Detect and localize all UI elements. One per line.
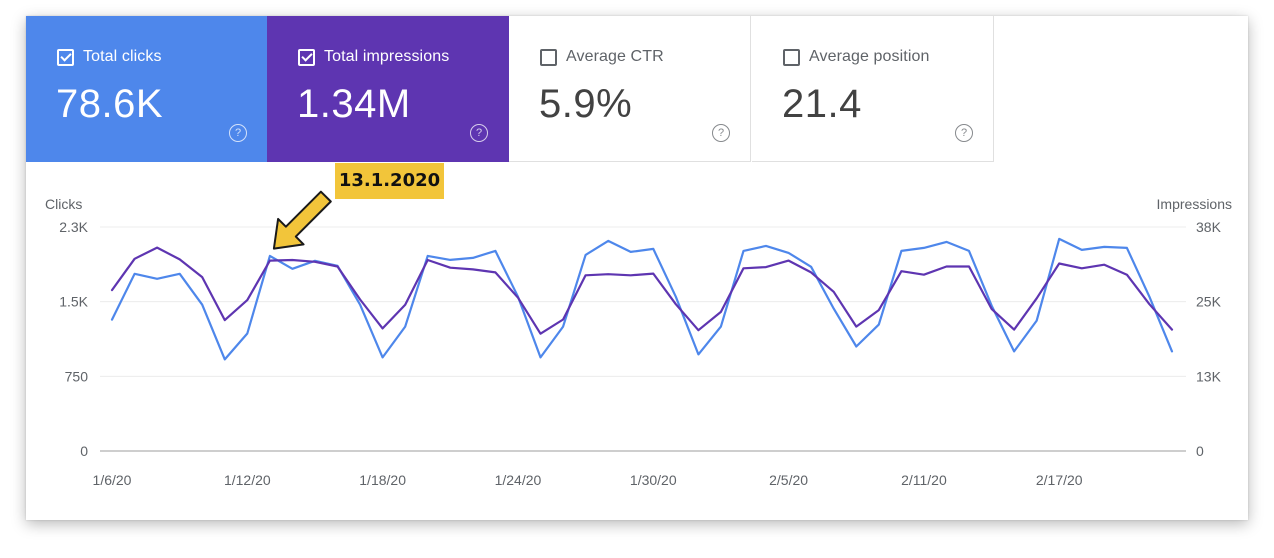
metric-tile-total-impressions[interactable]: Total impressions 1.34M ? xyxy=(267,16,509,162)
right-tick-label: 0 xyxy=(1196,443,1204,459)
metric-value: 78.6K xyxy=(56,82,164,126)
metric-label: Total clicks xyxy=(83,48,162,65)
help-icon[interactable]: ? xyxy=(470,124,488,142)
metric-tile-average-position[interactable]: Average position 21.4 ? xyxy=(752,16,994,162)
series-line-clicks xyxy=(110,237,1174,361)
performance-line-chart: 0 750 1.5K 2.3K 0 13K 25K 38K 1/6/20 1/12/20 1/18/… xyxy=(59,190,1222,488)
x-tick-label: 2/5/20 xyxy=(769,472,808,488)
x-tick-label: 2/17/20 xyxy=(1036,472,1083,488)
right-tick-label: 38K xyxy=(1196,219,1222,235)
left-tick-label: 1.5K xyxy=(59,294,88,310)
left-tick-label: 750 xyxy=(65,368,89,384)
metric-label: Total impressions xyxy=(324,48,450,65)
x-tick-label: 1/6/20 xyxy=(93,472,132,488)
metric-label: Average CTR xyxy=(566,48,664,65)
checkbox-unchecked-icon[interactable] xyxy=(783,48,800,66)
metric-tiles: Total clicks 78.6K ? Total impressions 1… xyxy=(26,16,996,162)
date-annotation-label: 13.1.2020 xyxy=(335,163,444,199)
x-tick-label: 1/30/20 xyxy=(630,472,677,488)
help-icon[interactable]: ? xyxy=(955,124,973,142)
metric-label-row: Total clicks xyxy=(57,48,162,66)
checkbox-checked-icon[interactable] xyxy=(57,48,74,66)
annotation-arrow-icon xyxy=(272,190,332,250)
metric-value: 5.9% xyxy=(539,82,633,126)
x-tick-label: 2/11/20 xyxy=(901,472,947,488)
checkbox-unchecked-icon[interactable] xyxy=(540,48,557,66)
right-tick-label: 13K xyxy=(1196,368,1222,384)
metric-label-row: Total impressions xyxy=(298,48,449,66)
left-tick-label: 2.3K xyxy=(59,219,88,235)
help-icon[interactable]: ? xyxy=(229,124,247,142)
right-axis-title: Impressions xyxy=(1156,196,1232,212)
x-tick-label: 1/12/20 xyxy=(224,472,271,488)
left-tick-label: 0 xyxy=(80,443,88,459)
metric-tile-total-clicks[interactable]: Total clicks 78.6K ? xyxy=(26,16,268,162)
metric-value: 1.34M xyxy=(297,82,411,126)
left-axis-title: Clicks xyxy=(45,196,83,212)
x-tick-label: 1/18/20 xyxy=(359,472,406,488)
checkbox-checked-icon[interactable] xyxy=(298,48,315,66)
help-icon[interactable]: ? xyxy=(712,124,730,142)
series-line-impressions xyxy=(110,246,1174,335)
performance-card: Total clicks 78.6K ? Total impressions 1… xyxy=(26,16,1248,520)
x-tick-label: 1/24/20 xyxy=(495,472,542,488)
metric-label: Average position xyxy=(809,48,930,65)
metric-value: 21.4 xyxy=(782,82,862,126)
metric-label-row: Average position xyxy=(783,48,930,66)
right-tick-label: 25K xyxy=(1196,294,1222,310)
metric-label-row: Average CTR xyxy=(540,48,664,66)
metric-tile-average-ctr[interactable]: Average CTR 5.9% ? xyxy=(509,16,751,162)
